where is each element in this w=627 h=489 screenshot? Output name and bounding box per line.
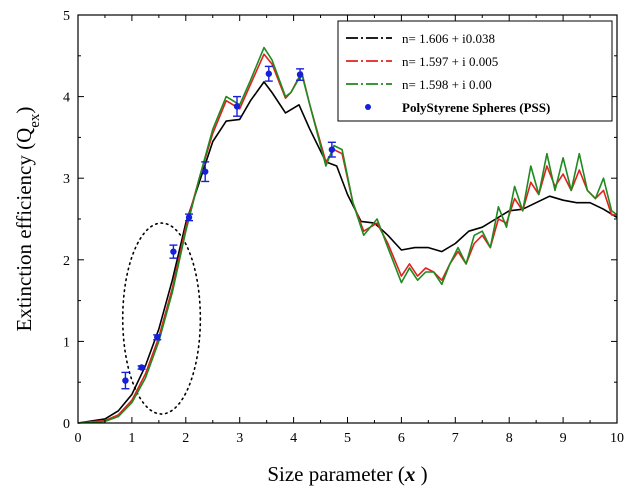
data-point	[201, 161, 210, 183]
data-point	[233, 95, 242, 117]
x-tick-label: 7	[452, 431, 459, 446]
y-title-subscript: ex	[27, 113, 43, 128]
marker-point	[296, 71, 304, 78]
x-tick-label: 4	[290, 431, 297, 446]
data-point	[264, 65, 273, 82]
data-point	[121, 371, 130, 390]
x-title-prefix: Size parameter (	[267, 462, 405, 486]
marker-point	[170, 248, 177, 255]
data-point	[169, 244, 178, 259]
x-axis-title: Size parameter (x )	[267, 462, 427, 486]
marker-point	[328, 146, 336, 153]
y-tick-label: 3	[63, 172, 70, 187]
x-tick-label: 2	[182, 431, 189, 446]
x-tick-label: 8	[506, 431, 513, 446]
axes-layer: 0 1 2 3 4 5 6 7 8 9 10 0 1 2 3 4 5	[63, 9, 624, 446]
legend-label: PolyStyrene Spheres (PSS)	[402, 100, 550, 115]
x-title-variable: x	[404, 462, 416, 486]
data-point	[153, 334, 162, 341]
y-title-prefix: Extinction efficiency (Q	[12, 128, 36, 332]
x-title-suffix: )	[415, 462, 427, 486]
data-point	[296, 68, 305, 81]
marker-point	[265, 70, 273, 77]
x-tick-label: 10	[610, 431, 624, 446]
y-axis-title: Extinction efficiency (Qex)	[12, 107, 43, 332]
data-point	[137, 364, 146, 371]
marker-point	[233, 103, 241, 110]
y-title-suffix: )	[12, 107, 36, 114]
y-tick-label: 4	[63, 91, 70, 106]
data-point	[185, 213, 194, 222]
marker-layer	[121, 65, 336, 390]
series-layer	[77, 46, 618, 424]
x-tick-label: 9	[560, 431, 567, 446]
y-tick-label: 5	[63, 9, 70, 24]
marker-point	[185, 214, 193, 221]
x-tick-label: 3	[236, 431, 243, 446]
marker-point	[202, 168, 209, 175]
y-tick-label: 2	[63, 254, 70, 269]
data-point	[327, 141, 336, 158]
series-line-2	[77, 53, 617, 424]
annotation-layer	[121, 222, 202, 415]
marker-point	[138, 364, 145, 371]
x-tick-label: 0	[75, 431, 82, 446]
y-tick-label: 0	[63, 417, 70, 432]
legend-label: n= 1.606 + i0.038	[402, 31, 495, 46]
legend-box	[337, 20, 613, 122]
x-tick-label: 1	[128, 431, 135, 446]
x-tick-label: 6	[398, 431, 405, 446]
x-tick-label: 5	[344, 431, 351, 446]
legend-label: n= 1.597 + i 0.005	[402, 54, 498, 69]
dotted-ellipse-annotation	[121, 222, 202, 415]
series-line-3	[77, 46, 618, 424]
series-line-1	[77, 81, 618, 424]
marker-point	[154, 334, 161, 341]
legend: n= 1.606 + i0.038 n= 1.597 + i 0.005 n= 1.…	[337, 20, 613, 122]
y-tick-label: 1	[63, 335, 70, 350]
legend-label: n= 1.598 + i 0.00	[402, 77, 492, 92]
marker-point	[122, 377, 129, 384]
legend-marker-swatch	[365, 104, 371, 110]
